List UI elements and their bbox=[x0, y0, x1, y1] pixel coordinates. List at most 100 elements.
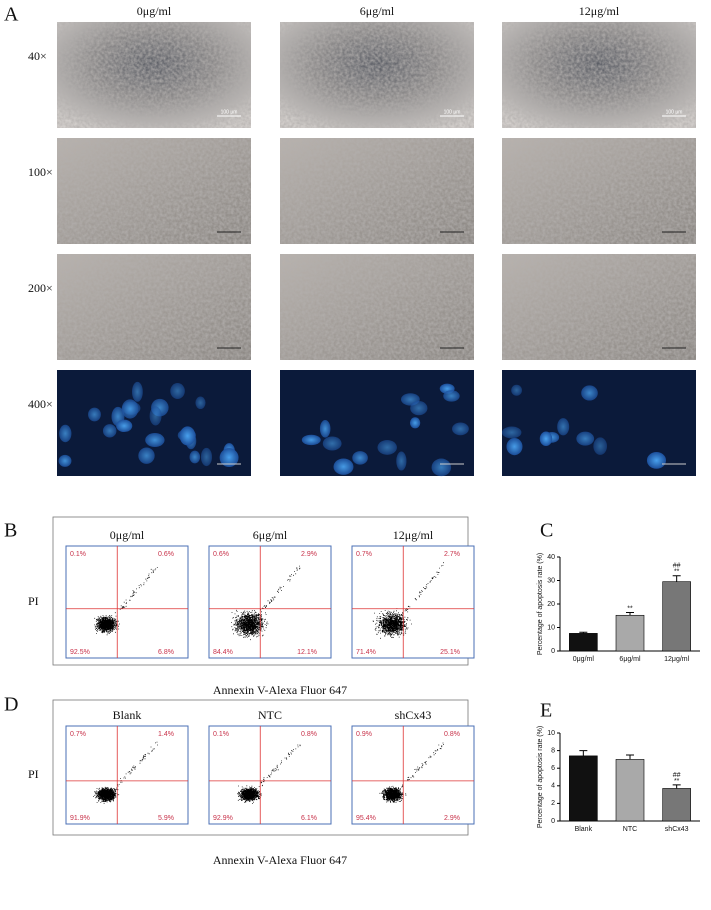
flow-plot bbox=[351, 725, 475, 825]
nucleus bbox=[200, 447, 213, 467]
nucleus bbox=[501, 426, 522, 439]
column-header: 6μg/ml bbox=[360, 4, 395, 18]
nucleus bbox=[189, 450, 201, 464]
x-axis-label: Annexin V-Alexa Fluor 647 bbox=[213, 853, 347, 867]
row-label: 400× bbox=[28, 397, 53, 411]
y-tick-label: 6 bbox=[551, 765, 555, 772]
nucleus bbox=[301, 434, 321, 446]
y-tick-label: 0 bbox=[551, 648, 555, 655]
quadrant-percent: 6.1% bbox=[301, 815, 317, 822]
flow-title: shCx43 bbox=[395, 708, 432, 722]
bar bbox=[569, 755, 598, 822]
column-header: 0μg/ml bbox=[137, 4, 172, 18]
micrograph-texture bbox=[502, 138, 696, 244]
error-bar bbox=[626, 611, 634, 616]
flow-title: 6μg/ml bbox=[253, 528, 288, 542]
flow-title: 12μg/ml bbox=[393, 528, 434, 542]
nucleus bbox=[539, 431, 553, 447]
micrograph bbox=[57, 138, 251, 244]
scatter-dots bbox=[94, 567, 158, 636]
y-tick-label: 4 bbox=[551, 783, 555, 790]
nucleus bbox=[319, 419, 331, 438]
micrograph bbox=[502, 138, 696, 244]
nucleus bbox=[138, 447, 155, 464]
micrograph-texture bbox=[502, 254, 696, 360]
micrograph bbox=[280, 138, 474, 244]
flow-plot bbox=[351, 545, 475, 659]
significance-mark: ## bbox=[673, 563, 681, 570]
quadrant-percent: 84.4% bbox=[213, 649, 233, 656]
micrograph bbox=[501, 370, 696, 476]
y-axis-label: Percentage of apoptosis rate (%) bbox=[537, 553, 544, 655]
quadrant-percent: 1.4% bbox=[158, 731, 174, 738]
quadrant-percent: 0.8% bbox=[444, 731, 460, 738]
scale-label: 100 μm bbox=[444, 109, 461, 115]
row-label: 200× bbox=[28, 281, 53, 295]
nucleus bbox=[333, 458, 354, 475]
panel-label: E bbox=[540, 700, 552, 722]
micrograph: 100 μm bbox=[502, 22, 696, 128]
micrograph-texture bbox=[280, 22, 474, 128]
nucleus bbox=[149, 406, 162, 426]
quadrant-percent: 0.7% bbox=[70, 731, 86, 738]
nucleus bbox=[452, 422, 469, 436]
panel-label: A bbox=[4, 4, 19, 26]
quadrant-percent: 25.1% bbox=[440, 649, 460, 656]
nucleus bbox=[511, 384, 522, 396]
quadrant-percent: 0.7% bbox=[356, 551, 372, 558]
flow-plot bbox=[208, 545, 332, 659]
row-label: 100× bbox=[28, 165, 53, 179]
quadrant-percent: 0.1% bbox=[213, 731, 229, 738]
error-bar bbox=[579, 631, 588, 634]
scatter-dots bbox=[237, 744, 301, 804]
scatter-dots bbox=[372, 562, 444, 639]
scatter-dots bbox=[379, 742, 444, 803]
micrograph: 100 μm bbox=[280, 22, 474, 128]
nucleus bbox=[352, 451, 368, 465]
panel-label: B bbox=[4, 520, 17, 542]
quadrant-percent: 0.9% bbox=[356, 731, 372, 738]
quadrant-percent: 12.1% bbox=[297, 649, 317, 656]
micrograph-texture bbox=[57, 138, 251, 244]
flow-title: NTC bbox=[258, 708, 282, 722]
y-axis-label: PI bbox=[28, 767, 39, 781]
error-bar bbox=[626, 754, 634, 760]
error-bar bbox=[672, 575, 681, 582]
quadrant-percent: 95.4% bbox=[356, 815, 376, 822]
nucleus bbox=[219, 448, 239, 468]
flow-plot bbox=[208, 725, 332, 825]
quadrant-percent: 2.9% bbox=[301, 551, 317, 558]
micrograph-bg bbox=[502, 370, 696, 476]
nucleus bbox=[409, 417, 421, 429]
y-tick-label: 10 bbox=[547, 730, 555, 737]
panel-label: D bbox=[4, 694, 18, 716]
quadrant-percent: 92.5% bbox=[70, 649, 90, 656]
bar bbox=[615, 759, 645, 822]
quadrant-percent: 2.9% bbox=[444, 815, 460, 822]
x-tick-label: shCx43 bbox=[665, 826, 689, 833]
micrograph-texture bbox=[502, 22, 696, 128]
scatter-dots bbox=[93, 741, 158, 804]
nucleus bbox=[377, 440, 397, 455]
nucleus bbox=[116, 419, 133, 433]
quadrant-percent: 0.8% bbox=[301, 731, 317, 738]
flow-plot bbox=[65, 725, 189, 825]
row-label: 40× bbox=[28, 49, 47, 63]
quadrant-percent: 91.9% bbox=[70, 815, 90, 822]
flow-title: 0μg/ml bbox=[110, 528, 145, 542]
micrograph: 100 μm bbox=[57, 22, 251, 128]
nucleus bbox=[145, 433, 165, 447]
scatter-dots bbox=[231, 565, 301, 641]
nucleus bbox=[121, 399, 139, 419]
bar bbox=[662, 788, 691, 822]
y-tick-label: 0 bbox=[551, 818, 555, 825]
quadrant-percent: 0.6% bbox=[158, 551, 174, 558]
nucleus bbox=[593, 437, 608, 455]
nucleus bbox=[410, 401, 428, 416]
significance-mark: ** bbox=[627, 605, 633, 612]
y-axis-label: PI bbox=[28, 594, 39, 608]
nucleus bbox=[431, 458, 452, 477]
y-tick-label: 30 bbox=[547, 577, 555, 584]
